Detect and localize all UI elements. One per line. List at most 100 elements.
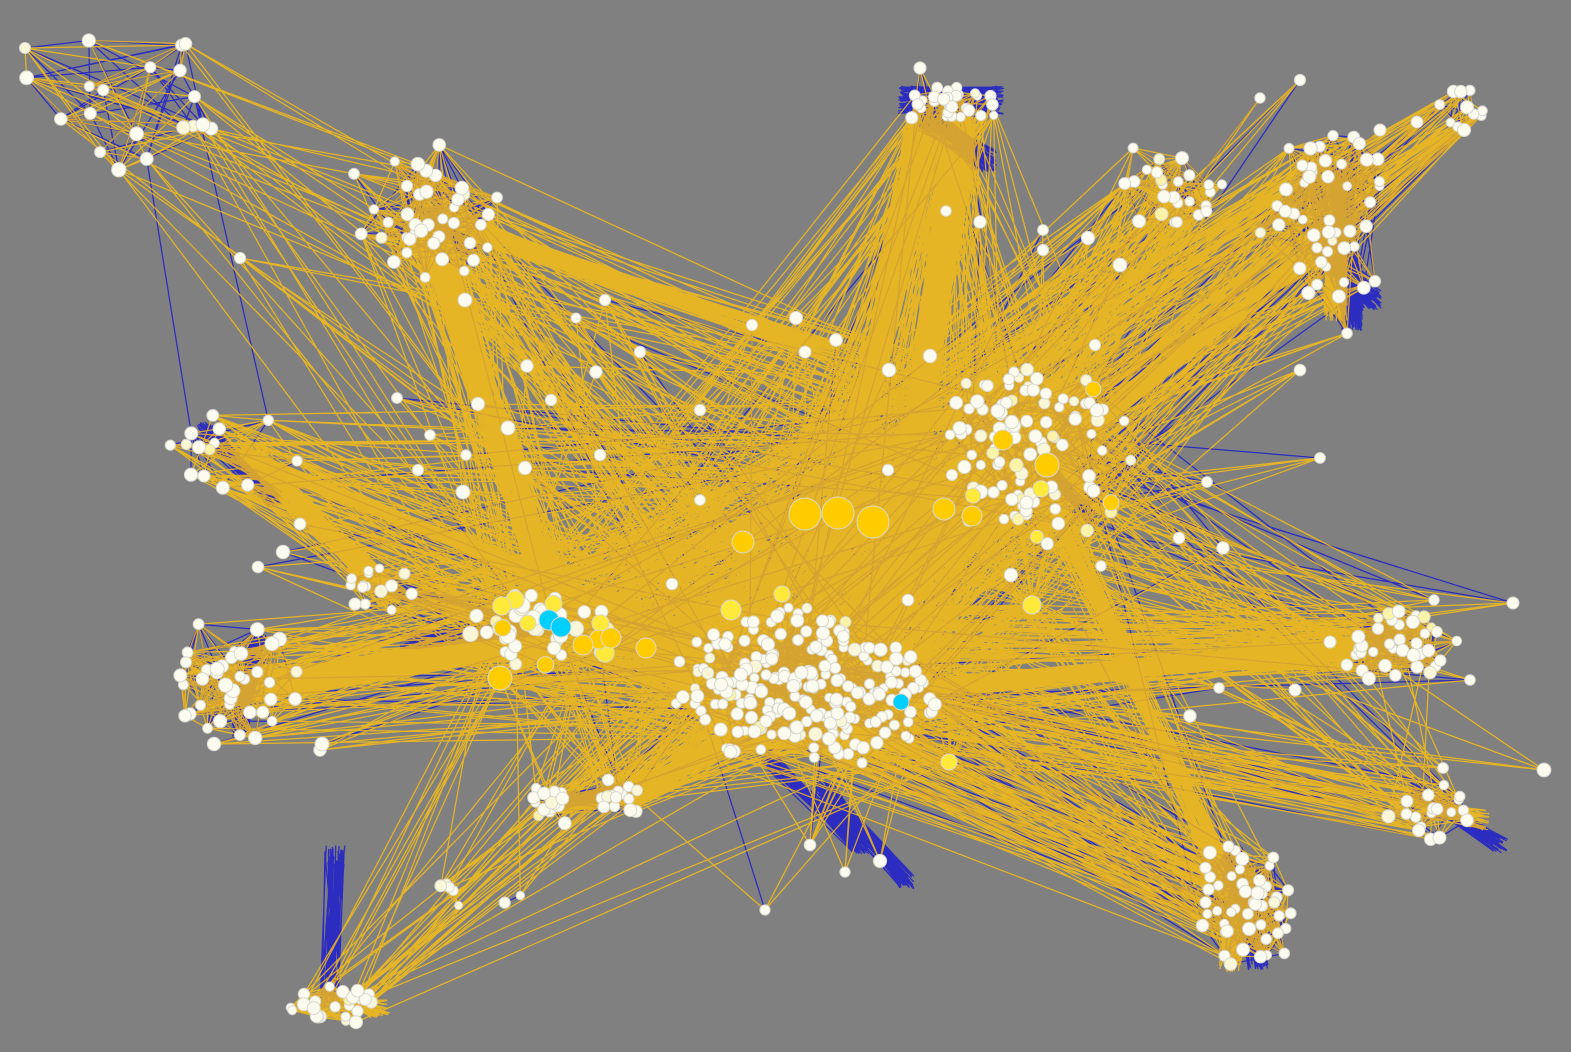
graph-node[interactable] <box>975 459 986 471</box>
graph-node[interactable] <box>1004 414 1019 430</box>
graph-node[interactable] <box>1220 924 1234 938</box>
graph-node[interactable] <box>962 104 976 117</box>
graph-node[interactable] <box>350 983 365 998</box>
graph-node[interactable] <box>597 800 611 814</box>
graph-node[interactable] <box>1273 910 1285 922</box>
graph-node[interactable] <box>1371 622 1385 635</box>
graph-node[interactable] <box>1464 674 1476 686</box>
graph-node[interactable] <box>963 403 975 415</box>
graph-node[interactable] <box>1272 927 1284 940</box>
graph-node[interactable] <box>701 666 715 680</box>
graph-node[interactable] <box>405 587 418 600</box>
graph-node[interactable] <box>206 736 222 752</box>
graph-node[interactable] <box>864 678 875 690</box>
graph-node[interactable] <box>743 696 758 710</box>
graph-node[interactable] <box>1373 123 1387 137</box>
graph-node[interactable] <box>808 742 820 753</box>
graph-node[interactable] <box>1434 654 1447 667</box>
graph-node[interactable] <box>987 486 1000 499</box>
graph-node[interactable] <box>1002 373 1015 386</box>
graph-node[interactable] <box>1260 933 1272 945</box>
graph-node[interactable] <box>823 716 837 730</box>
graph-node[interactable] <box>547 641 562 656</box>
graph-node[interactable] <box>83 80 95 92</box>
graph-node[interactable] <box>1342 181 1353 192</box>
graph-node[interactable] <box>481 207 495 222</box>
graph-node[interactable] <box>738 634 751 647</box>
graph-node[interactable] <box>905 111 919 125</box>
graph-node[interactable] <box>314 736 330 752</box>
graph-node[interactable] <box>1431 625 1443 638</box>
graph-node[interactable] <box>754 684 769 699</box>
graph-node[interactable] <box>766 729 777 740</box>
graph-node[interactable] <box>1368 646 1379 658</box>
graph-node[interactable] <box>385 579 398 593</box>
graph-node[interactable] <box>786 679 801 693</box>
graph-node[interactable] <box>329 1001 341 1013</box>
graph-node[interactable] <box>829 662 842 674</box>
graph-node[interactable] <box>434 879 448 893</box>
graph-node[interactable] <box>770 609 785 624</box>
graph-node[interactable] <box>1374 176 1385 188</box>
graph-node[interactable] <box>1459 100 1475 115</box>
graph-node[interactable] <box>1051 516 1066 531</box>
graph-node[interactable] <box>937 92 951 106</box>
graph-node[interactable] <box>902 716 914 728</box>
graph-node[interactable] <box>1323 214 1336 227</box>
graph-node[interactable] <box>1272 218 1286 232</box>
graph-node[interactable] <box>965 487 981 504</box>
graph-node[interactable] <box>1032 480 1050 498</box>
graph-node[interactable] <box>1157 189 1171 204</box>
graph-node[interactable] <box>1202 845 1217 860</box>
graph-node[interactable] <box>470 396 486 412</box>
graph-node[interactable] <box>178 709 192 723</box>
graph-node[interactable] <box>1226 907 1237 918</box>
graph-node[interactable] <box>1141 164 1153 175</box>
graph-node[interactable] <box>904 705 917 719</box>
graph-node[interactable] <box>1268 896 1281 909</box>
graph-node[interactable] <box>1460 813 1474 828</box>
graph-node[interactable] <box>180 438 192 450</box>
graph-node[interactable] <box>1028 429 1043 444</box>
graph-node[interactable] <box>184 426 199 441</box>
graph-node[interactable] <box>218 677 234 693</box>
graph-node[interactable] <box>288 692 303 706</box>
graph-node[interactable] <box>755 744 767 755</box>
graph-node[interactable] <box>1226 871 1237 882</box>
graph-node[interactable] <box>455 484 471 500</box>
graph-node[interactable] <box>869 715 882 728</box>
graph-node[interactable] <box>544 393 558 407</box>
graph-node[interactable] <box>714 677 729 692</box>
graph-node[interactable] <box>623 793 635 805</box>
graph-node[interactable] <box>1293 363 1307 377</box>
graph-node[interactable] <box>908 664 923 678</box>
graph-node[interactable] <box>1288 683 1302 697</box>
graph-node[interactable] <box>537 786 551 801</box>
graph-node[interactable] <box>774 627 787 641</box>
graph-node[interactable] <box>206 409 220 422</box>
graph-node[interactable] <box>1173 176 1184 187</box>
graph-node[interactable] <box>1378 658 1392 673</box>
graph-node[interactable] <box>1303 141 1318 156</box>
graph-node[interactable] <box>192 618 205 631</box>
graph-node[interactable] <box>1068 412 1082 426</box>
graph-node[interactable] <box>822 731 836 746</box>
graph-node[interactable] <box>593 448 607 462</box>
graph-node[interactable] <box>699 713 712 726</box>
graph-node[interactable] <box>589 365 603 379</box>
graph-node[interactable] <box>1412 823 1426 838</box>
graph-node[interactable] <box>961 505 983 527</box>
graph-node[interactable] <box>713 722 728 737</box>
graph-node[interactable] <box>1118 177 1132 190</box>
graph-node[interactable] <box>993 456 1006 468</box>
graph-node[interactable] <box>601 773 615 787</box>
graph-node[interactable] <box>788 497 822 531</box>
graph-node[interactable] <box>842 680 855 693</box>
graph-node[interactable] <box>1020 362 1034 377</box>
graph-node[interactable] <box>1026 383 1041 397</box>
graph-node[interactable] <box>829 333 843 347</box>
graph-node[interactable] <box>805 679 820 694</box>
graph-node[interactable] <box>996 479 1008 491</box>
graph-node[interactable] <box>633 345 647 359</box>
graph-node[interactable] <box>1318 154 1333 168</box>
